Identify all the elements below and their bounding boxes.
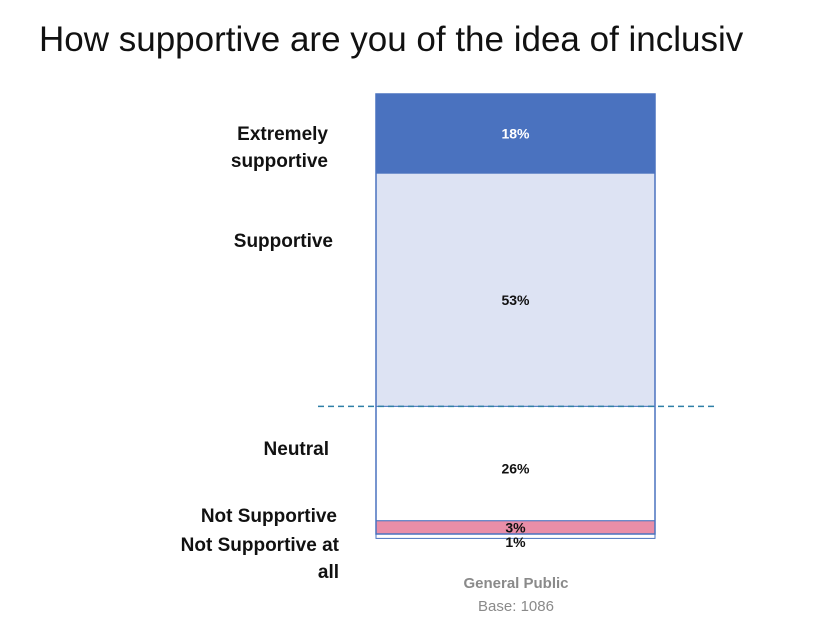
- chart-title: How supportive are you of the idea of in…: [39, 20, 744, 59]
- bar-segment-neutral: [375, 405, 656, 522]
- value-label-extremely-supportive: 18%: [501, 126, 530, 142]
- value-label-not-supportive-at-all: 1%: [505, 534, 526, 550]
- category-label-not-supportive: Not Supportive: [201, 506, 337, 527]
- category-label-not-supportive-at-all: Not Supportive at all: [181, 535, 340, 583]
- category-label-extremely-supportive: Extremely supportive: [231, 124, 329, 172]
- base-label: Base: 1086: [478, 598, 554, 615]
- bar-segment-extremely-supportive: [375, 93, 656, 174]
- bar-outline: [375, 93, 656, 535]
- value-label-supportive: 53%: [501, 292, 530, 308]
- bar-segment-supportive: [375, 172, 656, 407]
- bar-category-label: General Public: [463, 575, 568, 592]
- value-label-neutral: 26%: [501, 461, 530, 477]
- value-label-not-supportive: 3%: [505, 519, 526, 535]
- category-label-neutral: Neutral: [264, 439, 329, 460]
- category-label-supportive: Supportive: [234, 231, 333, 252]
